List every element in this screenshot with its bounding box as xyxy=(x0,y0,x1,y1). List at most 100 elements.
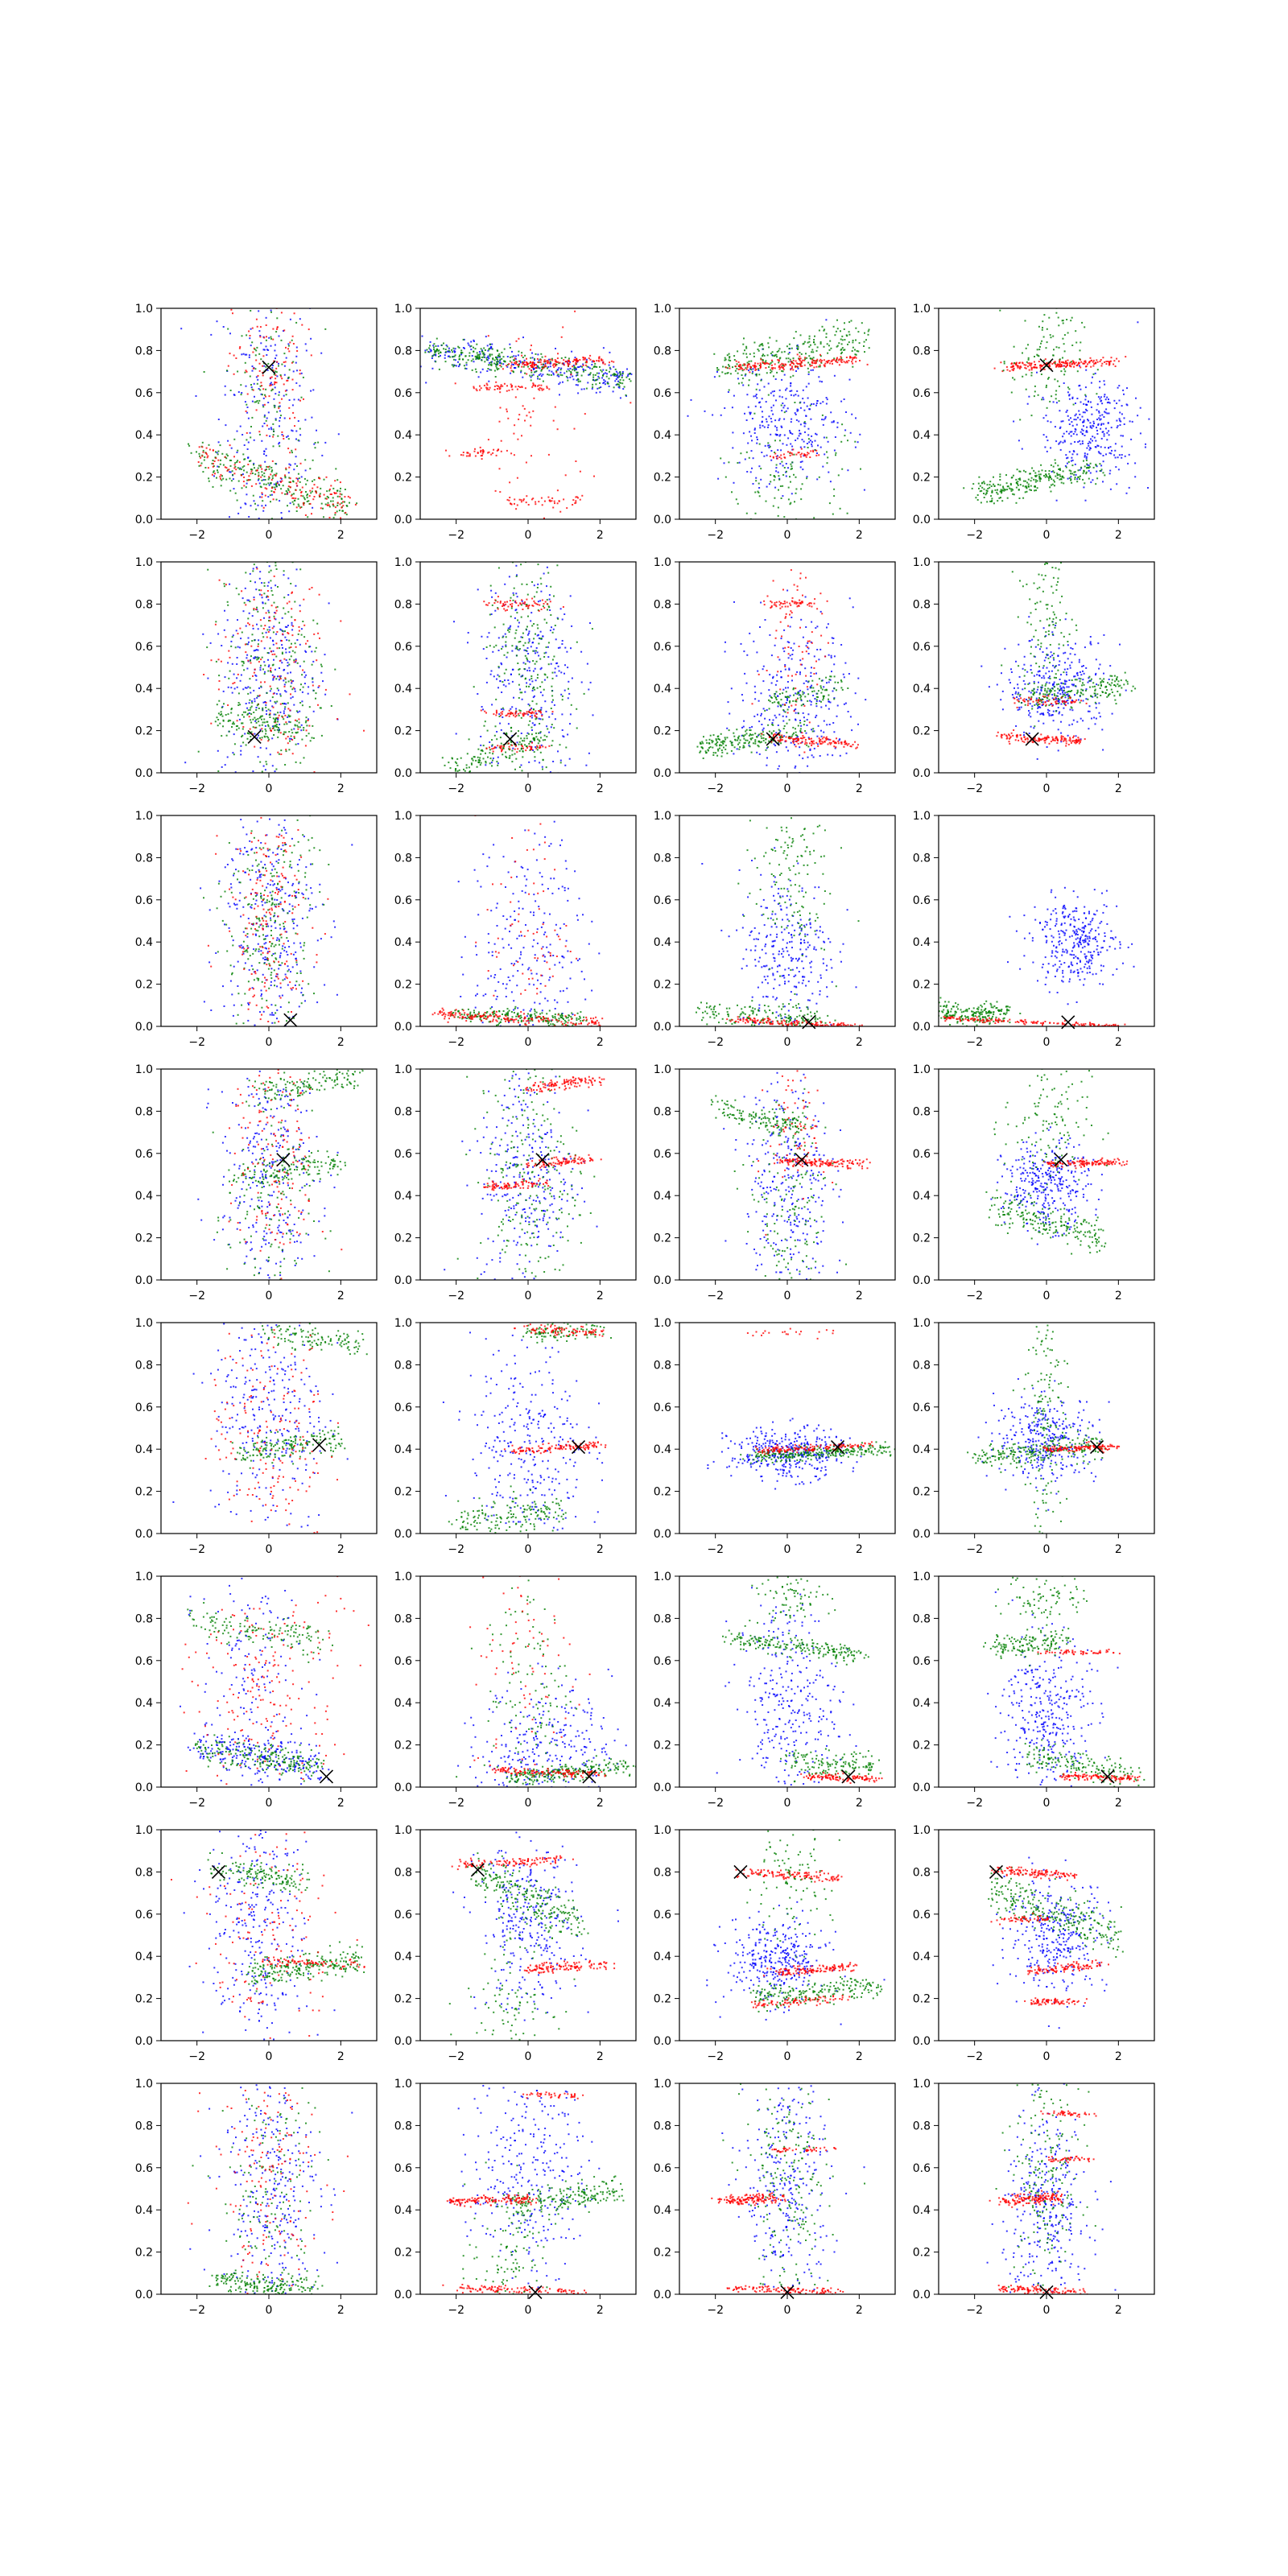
point xyxy=(860,468,861,470)
point xyxy=(280,629,283,631)
point xyxy=(301,324,303,326)
point xyxy=(312,480,313,482)
point xyxy=(1048,479,1050,481)
point xyxy=(437,350,440,353)
point xyxy=(315,692,317,695)
point xyxy=(1121,454,1123,456)
point xyxy=(251,733,254,735)
point xyxy=(570,647,572,650)
point xyxy=(537,601,539,603)
point xyxy=(250,460,252,462)
point xyxy=(1025,388,1027,390)
point xyxy=(1088,444,1090,447)
point xyxy=(1094,372,1096,374)
point xyxy=(718,375,720,378)
point xyxy=(768,444,770,447)
point xyxy=(564,474,567,477)
point xyxy=(1015,482,1018,485)
point xyxy=(1069,365,1071,367)
point xyxy=(284,475,287,477)
point xyxy=(260,685,262,687)
point xyxy=(273,734,275,736)
point xyxy=(303,636,306,638)
point xyxy=(248,354,250,357)
point xyxy=(814,360,816,362)
point xyxy=(217,465,219,468)
point xyxy=(307,493,308,496)
point xyxy=(851,350,853,352)
point xyxy=(271,654,274,655)
point xyxy=(765,367,767,369)
point xyxy=(328,489,331,492)
point xyxy=(291,452,293,454)
point xyxy=(283,718,285,720)
point xyxy=(301,738,303,741)
point xyxy=(550,726,552,729)
point xyxy=(1027,357,1030,359)
point xyxy=(815,402,818,404)
point xyxy=(271,664,274,667)
point xyxy=(334,514,336,516)
point xyxy=(585,764,588,766)
point xyxy=(513,454,515,456)
point xyxy=(263,673,266,675)
point xyxy=(231,470,233,473)
point xyxy=(1122,435,1124,437)
point xyxy=(311,737,313,739)
point xyxy=(522,357,524,358)
point xyxy=(543,388,545,390)
point xyxy=(544,361,547,363)
point xyxy=(257,649,259,651)
point xyxy=(1076,370,1079,373)
point xyxy=(530,345,532,347)
point xyxy=(253,712,255,713)
point xyxy=(243,477,246,478)
point xyxy=(803,409,806,411)
point xyxy=(850,320,852,322)
point xyxy=(585,360,588,362)
point xyxy=(776,356,778,358)
point xyxy=(538,384,540,386)
point xyxy=(269,712,271,715)
point xyxy=(615,378,617,380)
point xyxy=(532,382,535,385)
point xyxy=(267,740,270,742)
point xyxy=(295,710,298,712)
point xyxy=(302,669,304,671)
point xyxy=(803,422,805,424)
point xyxy=(518,641,520,643)
point xyxy=(520,764,522,766)
point xyxy=(330,493,332,495)
point xyxy=(299,643,301,646)
point xyxy=(778,361,780,364)
x-tick-label: 0 xyxy=(1043,529,1051,542)
point xyxy=(1022,497,1025,499)
point xyxy=(531,680,534,683)
point xyxy=(741,368,743,370)
point xyxy=(272,423,275,425)
point xyxy=(462,347,464,349)
point xyxy=(311,650,313,653)
point xyxy=(469,455,471,457)
point xyxy=(763,354,766,357)
point xyxy=(786,345,788,348)
point xyxy=(257,656,259,658)
point xyxy=(1003,362,1005,365)
point xyxy=(1084,365,1087,368)
point xyxy=(246,439,248,441)
point xyxy=(215,457,217,460)
point xyxy=(1033,395,1035,398)
point xyxy=(445,449,447,452)
point xyxy=(429,349,431,351)
point xyxy=(783,516,786,518)
point xyxy=(491,704,493,706)
point xyxy=(270,470,273,473)
point xyxy=(544,355,547,357)
point xyxy=(563,498,565,501)
point xyxy=(513,371,514,374)
point xyxy=(589,681,592,683)
point xyxy=(1110,427,1113,429)
point xyxy=(1077,469,1080,472)
point xyxy=(322,507,324,510)
point xyxy=(1050,447,1052,449)
